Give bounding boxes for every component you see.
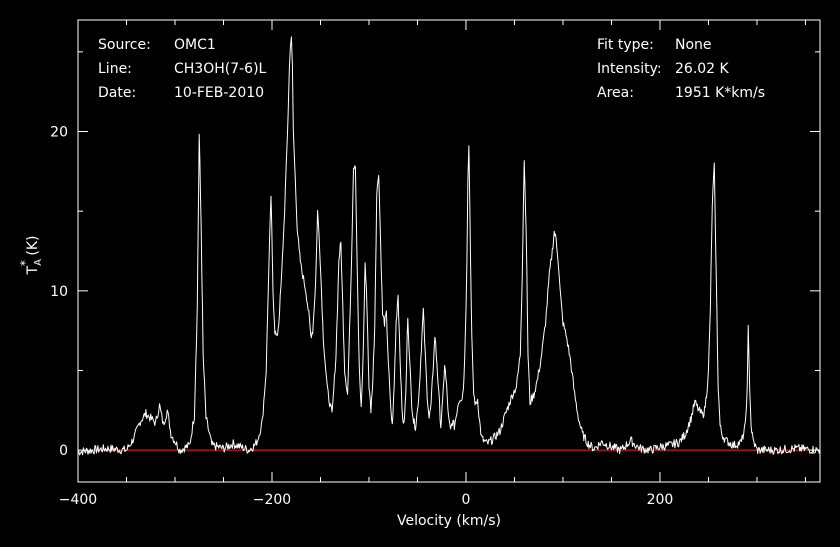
fit-value: None	[675, 37, 712, 53]
area-value: 1951 K*km/s	[675, 85, 766, 101]
source-value: OMC1	[174, 37, 216, 53]
info-panel-right: Fit type: None Intensity: 26.02 K Area: …	[597, 33, 765, 105]
intensity-value: 26.02 K	[675, 61, 729, 77]
source-label: Source:	[98, 37, 151, 53]
date-value: 10-FEB-2010	[174, 85, 265, 101]
y-tick-label: 0	[59, 443, 68, 459]
x-tick-label: −200	[253, 492, 291, 508]
info-intensity: Intensity: 26.02 K	[597, 57, 765, 81]
y-axis-label-text: TA* (K)	[18, 236, 44, 276]
x-tick-label: 0	[462, 492, 471, 508]
tick-marks	[77, 20, 820, 482]
info-fit: Fit type: None	[597, 33, 765, 57]
fit-label: Fit type:	[597, 37, 654, 53]
info-panel-left: Source: OMC1 Line: CH3OH(7-6)L Date: 10-…	[98, 33, 266, 105]
line-label: Line:	[98, 61, 132, 77]
info-area: Area: 1951 K*km/s	[597, 81, 765, 105]
x-tick-label: −400	[59, 492, 97, 508]
y-axis-label: TA* (K)	[18, 236, 44, 276]
date-label: Date:	[98, 85, 137, 101]
plot-frame	[77, 19, 821, 483]
info-date: Date: 10-FEB-2010	[98, 81, 266, 105]
info-line: Line: CH3OH(7-6)L	[98, 57, 266, 81]
axes	[77, 19, 821, 483]
spectrum-line	[77, 36, 821, 456]
x-tick-label: 200	[647, 492, 674, 508]
intensity-label: Intensity:	[597, 61, 662, 77]
x-axis-label: Velocity (km/s)	[397, 513, 501, 529]
y-tick-label: 10	[50, 284, 68, 300]
area-label: Area:	[597, 85, 634, 101]
y-tick-label: 20	[50, 125, 68, 141]
line-value: CH3OH(7-6)L	[174, 61, 267, 77]
info-source: Source: OMC1	[98, 33, 266, 57]
